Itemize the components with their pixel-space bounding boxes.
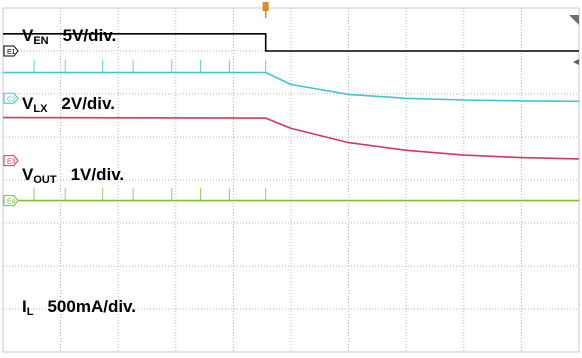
channel-marker-vlx xyxy=(3,92,19,104)
channel-marker-text-vlx: C2 xyxy=(7,96,16,103)
trace-ven xyxy=(3,33,579,52)
channel-marker-ven xyxy=(3,45,19,57)
scale-en: 5V/div. xyxy=(62,26,117,45)
corner-indicator-icon xyxy=(569,15,579,25)
trace-vlx xyxy=(3,71,580,103)
offset-arrow-icon xyxy=(573,59,579,65)
scale-il: 500mA/div. xyxy=(47,297,136,316)
scale-out: 1V/div. xyxy=(70,165,125,184)
label-out: VOUT 1V/div. xyxy=(22,165,125,186)
label-en: VEN 5V/div. xyxy=(22,26,117,47)
traces xyxy=(2,2,580,202)
channel-markers: E1 C2 E3 E4 xyxy=(3,15,579,207)
label-lx: VLX 2V/div. xyxy=(22,94,115,115)
label-il: IL 500mA/div. xyxy=(22,297,136,318)
trace-vout xyxy=(2,116,580,160)
grid xyxy=(2,7,580,353)
channel-marker-vout xyxy=(3,155,19,167)
channel-marker-text-il: E4 xyxy=(7,199,16,206)
trigger-marker xyxy=(262,2,269,11)
scale-lx: 2V/div. xyxy=(61,94,115,113)
channel-marker-text-ven: E1 xyxy=(7,49,16,56)
channel-marker-il xyxy=(3,195,19,207)
channel-marker-text-vout: E3 xyxy=(7,159,16,166)
